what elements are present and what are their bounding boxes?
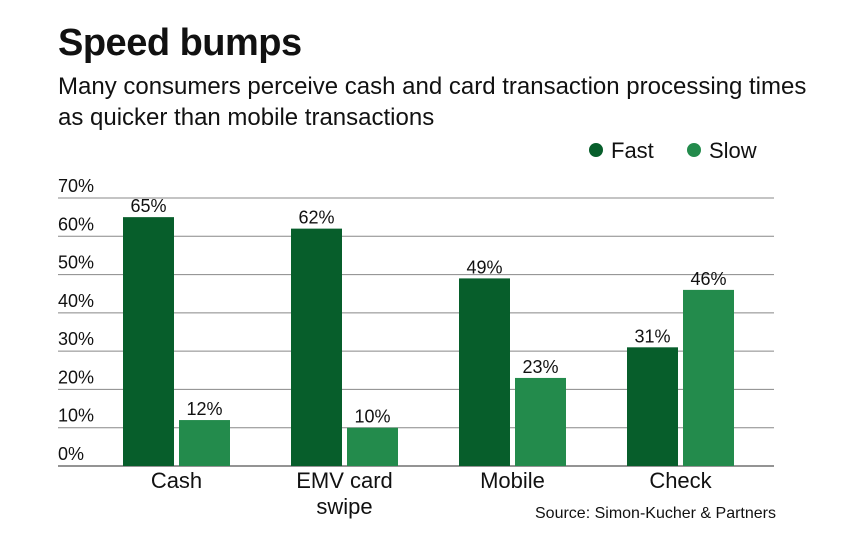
- source-note: Source: Simon-Kucher & Partners: [535, 505, 776, 522]
- data-label: 10%: [354, 407, 390, 427]
- x-tick-label: Cash: [151, 468, 202, 493]
- data-label: 12%: [186, 399, 222, 419]
- legend-label-fast: Fast: [611, 138, 654, 163]
- y-tick-label: 70%: [58, 176, 94, 196]
- bar-fast: [123, 217, 174, 466]
- data-label: 46%: [690, 269, 726, 289]
- bar-fast: [291, 228, 342, 466]
- bar-fast: [627, 347, 678, 466]
- y-tick-label: 50%: [58, 253, 94, 273]
- y-tick-label: 10%: [58, 406, 94, 426]
- legend-label-slow: Slow: [709, 138, 757, 163]
- y-tick-label: 40%: [58, 291, 94, 311]
- data-label: 49%: [466, 257, 502, 277]
- y-tick-label: 30%: [58, 329, 94, 349]
- data-label: 62%: [298, 208, 334, 228]
- bar-slow: [347, 427, 398, 466]
- x-tick-label: Check: [649, 468, 712, 493]
- bar-slow: [179, 420, 230, 466]
- legend-swatch-slow: [687, 143, 701, 157]
- bar-fast: [459, 278, 510, 466]
- y-tick-label: 0%: [58, 444, 84, 464]
- data-label: 65%: [130, 196, 166, 216]
- x-tick-label: EMV card: [296, 468, 393, 493]
- chart-subtitle: Many consumers perceive cash and card tr…: [58, 73, 807, 131]
- x-tick-label: swipe: [316, 494, 372, 519]
- bar-slow: [683, 289, 734, 466]
- legend-swatch-fast: [589, 143, 603, 157]
- y-tick-label: 60%: [58, 214, 94, 234]
- chart-title: Speed bumps: [58, 22, 302, 64]
- x-tick-label: Mobile: [480, 468, 545, 493]
- bar-slow: [515, 377, 566, 466]
- y-tick-label: 20%: [58, 367, 94, 387]
- data-label: 23%: [522, 357, 558, 377]
- data-label: 31%: [634, 326, 670, 346]
